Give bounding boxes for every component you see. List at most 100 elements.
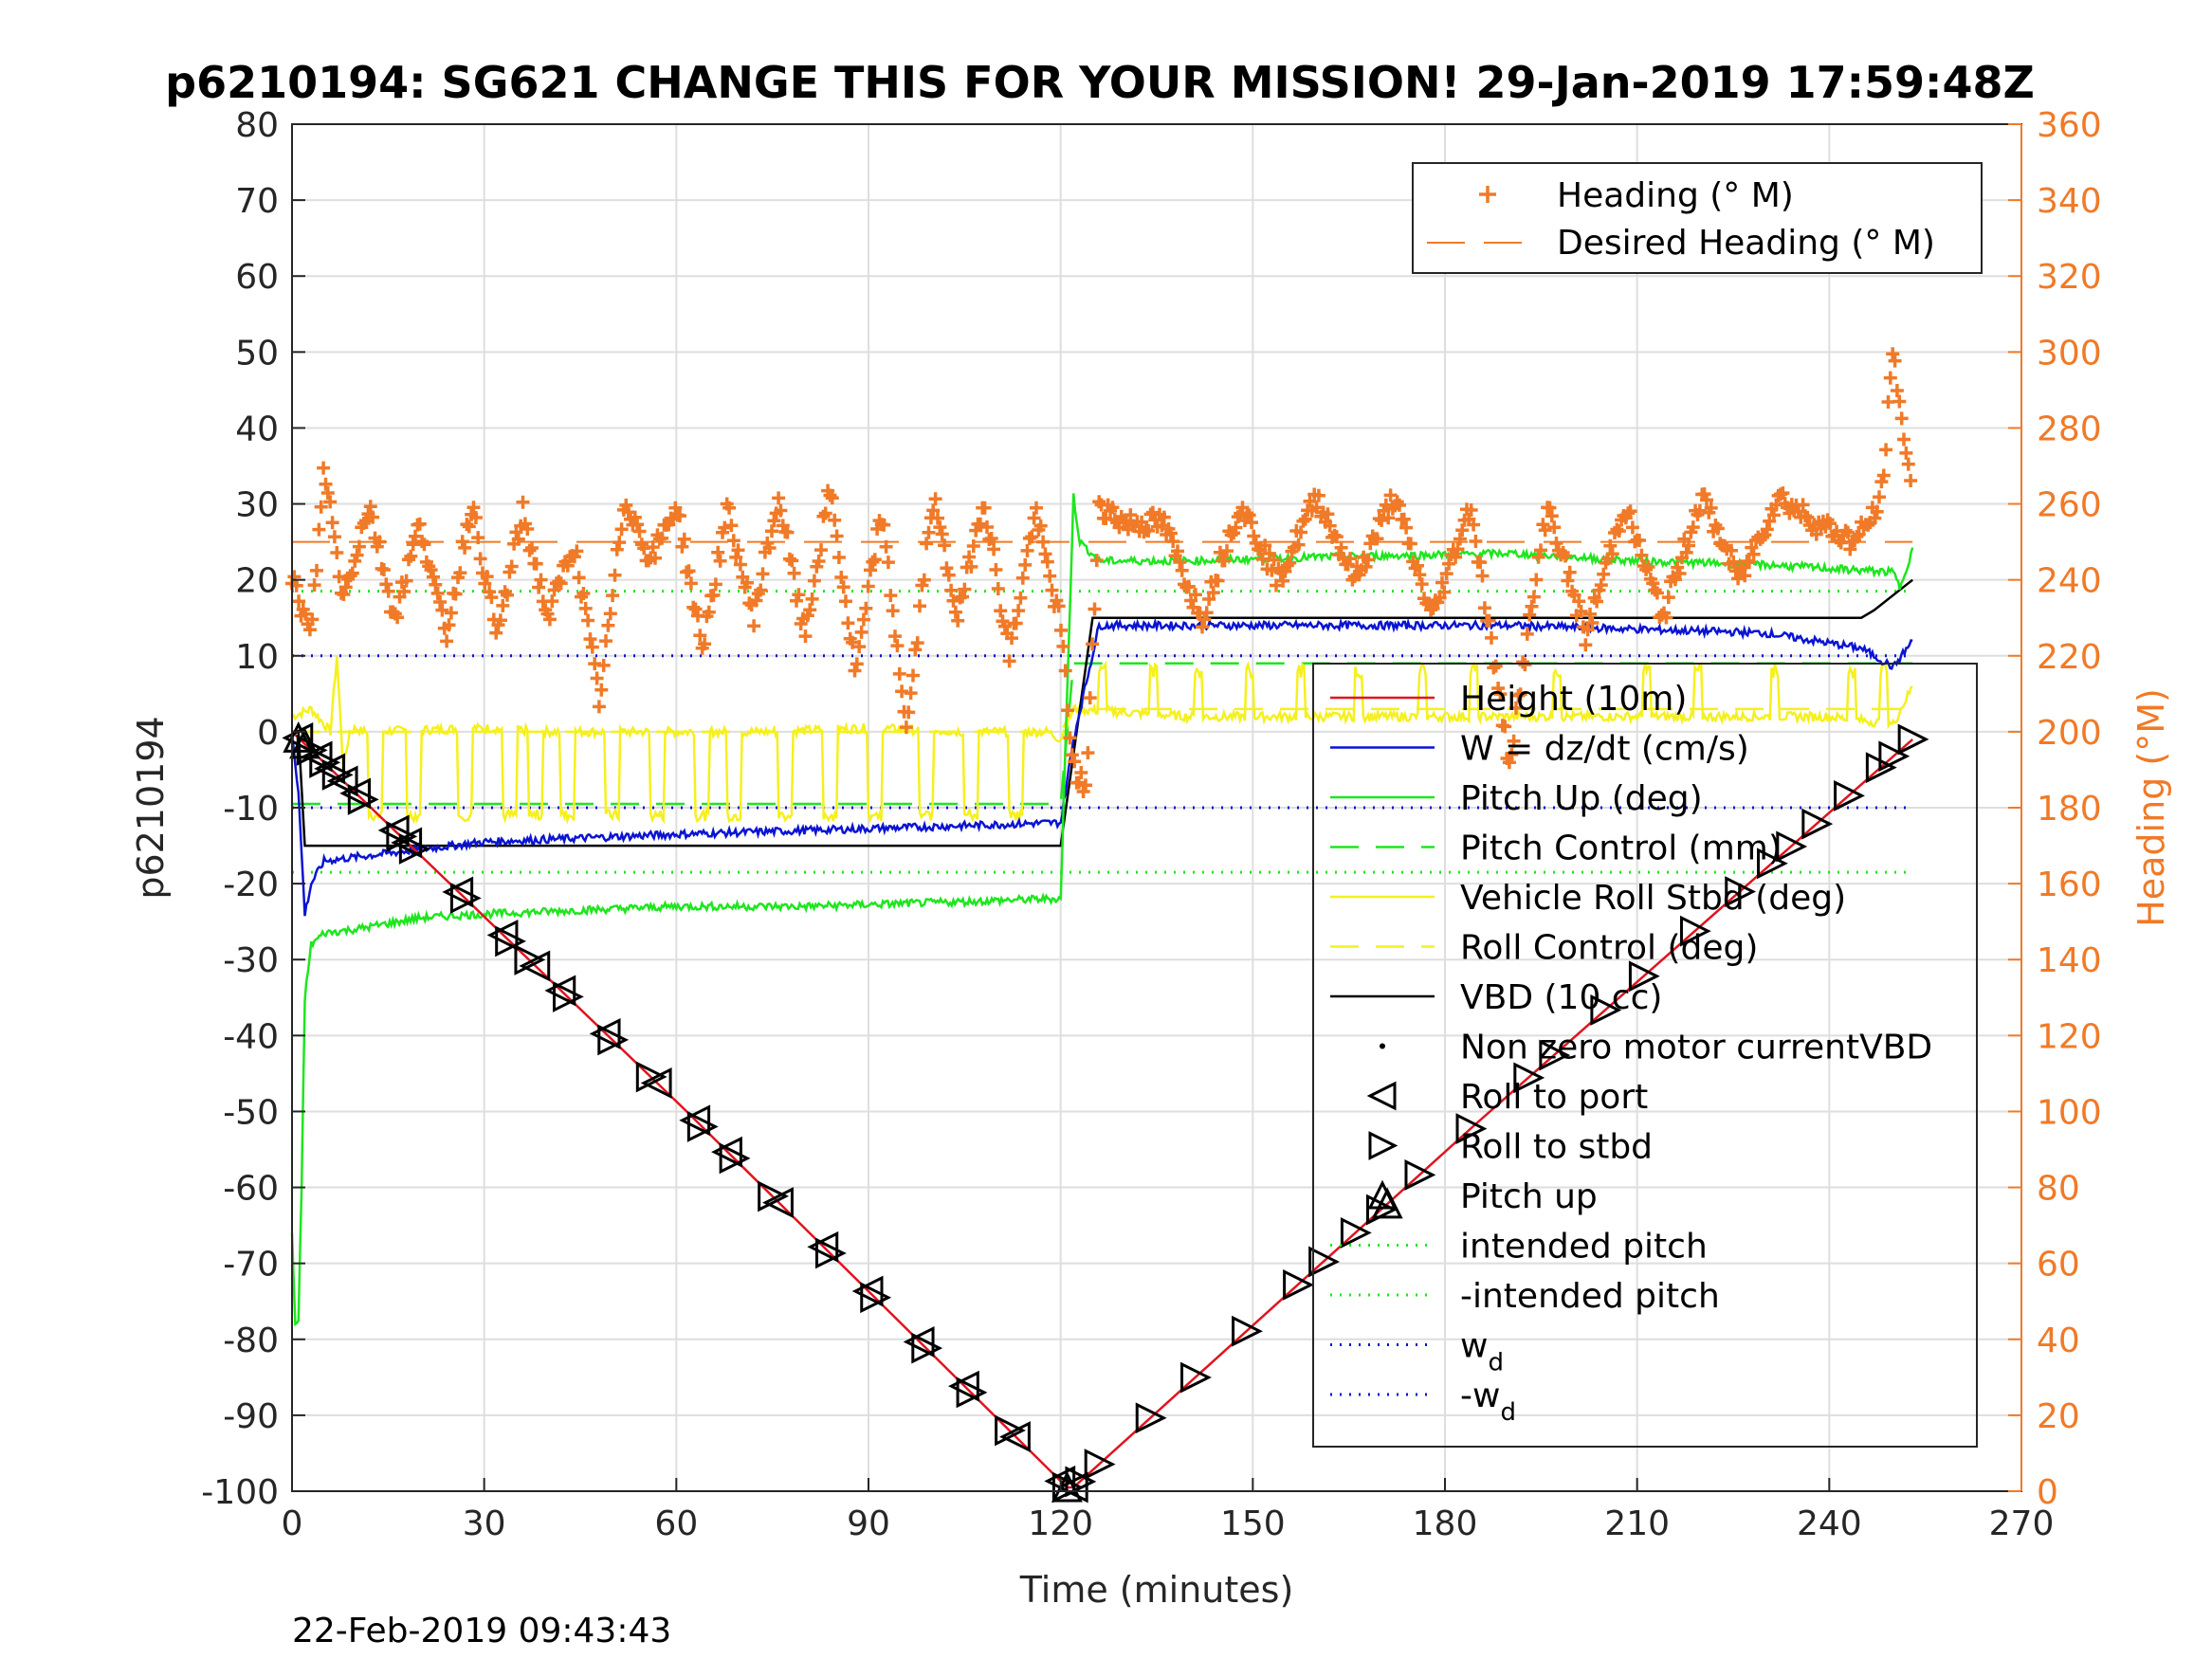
heading-point	[427, 570, 440, 584]
roll-to-stbd-marker	[1757, 848, 1788, 880]
heading-point	[1766, 508, 1781, 522]
heading-point	[1666, 570, 1680, 584]
heading-point	[1710, 521, 1725, 536]
heading-point	[790, 593, 803, 608]
heading-point	[1014, 591, 1028, 605]
heading-point	[590, 671, 604, 685]
heading-point	[542, 612, 557, 627]
heading-point	[359, 514, 373, 528]
heading-point	[1112, 520, 1126, 535]
roll-to-stbd-marker	[956, 1376, 988, 1409]
heading-point	[606, 589, 620, 603]
heading-point	[1142, 523, 1156, 538]
heading-point	[834, 571, 849, 584]
roll-to-stbd-marker	[995, 1414, 1026, 1447]
heading-point	[1375, 513, 1389, 527]
right-y-tick-label: 120	[2037, 1017, 2102, 1056]
heading-point	[424, 563, 438, 577]
heading-point	[1543, 501, 1557, 515]
heading-point	[1329, 530, 1344, 544]
roll-to-port-marker	[807, 1231, 839, 1263]
series-layer	[285, 347, 1918, 1489]
heading-point	[1043, 569, 1057, 583]
heading-point	[830, 529, 844, 543]
heading-point	[792, 588, 806, 602]
heading-point	[1344, 552, 1357, 566]
roll-to-stbd-marker	[1590, 994, 1622, 1026]
heading-point	[1756, 530, 1770, 544]
heading-point	[1883, 371, 1897, 385]
heading-point	[1009, 616, 1023, 630]
heading-point	[471, 531, 485, 545]
heading-point	[1027, 511, 1041, 525]
heading-point	[466, 501, 481, 515]
heading-point	[406, 538, 420, 552]
heading-point	[1692, 503, 1707, 518]
heading-point	[864, 563, 877, 577]
right-y-tick-label: 360	[2037, 106, 2102, 145]
heading-point	[902, 705, 916, 720]
heading-point	[852, 640, 867, 654]
heading-point	[1686, 520, 1700, 535]
heading-point	[632, 524, 647, 538]
heading-point	[376, 563, 391, 576]
heading-point	[1742, 556, 1756, 570]
heading-point	[319, 477, 333, 491]
heading-point	[1868, 511, 1882, 525]
heading-point	[749, 593, 763, 608]
roll-to-port-marker	[326, 765, 358, 797]
roll-to-stbd-marker	[1897, 723, 1929, 756]
heading-point	[1547, 520, 1562, 535]
heading-point	[1838, 523, 1853, 538]
heading-point	[884, 589, 898, 603]
heading-point	[1081, 746, 1095, 760]
heading-point	[1745, 540, 1759, 555]
heading-point	[1397, 512, 1411, 526]
heading-point	[856, 612, 870, 627]
roll-to-stbd-marker	[398, 832, 430, 865]
heading-point	[603, 607, 617, 621]
roll-to-port-marker	[544, 975, 576, 1007]
heading-point	[1603, 538, 1618, 553]
heading-point	[448, 587, 463, 601]
heading-point	[881, 556, 895, 570]
heading-point	[938, 538, 952, 553]
heading-point	[1850, 529, 1864, 543]
heading-point	[987, 542, 1001, 556]
heading-point	[1383, 488, 1398, 502]
y-axis-label: p6210194	[130, 716, 172, 899]
heading-point	[1005, 631, 1018, 646]
heading-point	[1089, 554, 1104, 568]
heading-point	[920, 537, 934, 551]
heading-point	[350, 548, 364, 562]
y-tick-label: 40	[235, 410, 279, 448]
heading-point	[522, 543, 537, 557]
heading-point	[560, 558, 575, 573]
heading-point	[1119, 516, 1133, 530]
x-tick-label: 270	[1989, 1504, 2055, 1543]
heading-point	[780, 525, 795, 539]
legend-entry-label: Roll Control (deg)	[1460, 929, 1758, 968]
heading-point	[455, 535, 469, 549]
heading-point	[1199, 606, 1214, 620]
heading-point	[1442, 556, 1456, 571]
heading-point	[576, 587, 591, 600]
x-tick-label: 150	[1220, 1504, 1286, 1543]
heading-point	[1040, 555, 1054, 569]
heading-point	[675, 539, 689, 554]
heading-point	[1074, 766, 1088, 779]
x-tick-label: 210	[1604, 1504, 1670, 1543]
heading-series	[285, 347, 1918, 798]
roll-to-port-marker	[589, 1018, 621, 1049]
right-y-tick-label: 280	[2037, 410, 2102, 448]
heading-point	[1245, 516, 1258, 530]
heading-point	[1439, 567, 1453, 581]
heading-point	[724, 519, 739, 533]
heading-point	[1834, 536, 1848, 550]
heading-point	[892, 666, 906, 681]
heading-point	[706, 588, 721, 602]
roll-to-stbd-marker	[495, 925, 527, 957]
heading-point	[1025, 530, 1039, 544]
heading-point	[946, 593, 960, 608]
heading-point	[554, 576, 568, 591]
